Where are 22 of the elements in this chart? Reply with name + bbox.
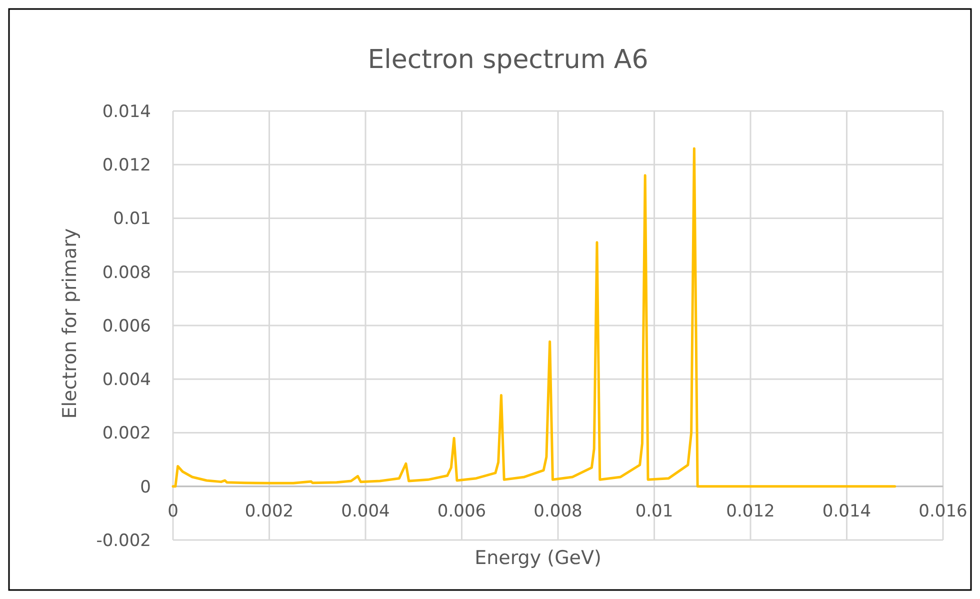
y-tick-label: 0.008 (102, 262, 151, 283)
x-tick-label: 0.014 (822, 501, 872, 522)
x-tick-label: 0.008 (534, 501, 582, 522)
y-tick-label: -0.002 (96, 530, 151, 551)
y-tick-label: 0.004 (102, 370, 151, 390)
y-axis-title: Electron for primary (59, 228, 81, 419)
chart-title: Electron spectrum A6 (368, 45, 648, 75)
x-tick-label: 0.006 (437, 501, 486, 522)
x-axis-title: Energy (GeV) (474, 547, 602, 569)
x-tick-label: 0.002 (244, 501, 294, 522)
y-tick-label: 0 (140, 477, 151, 498)
x-tick-label: 0.016 (918, 501, 968, 522)
x-tick-label: 0.004 (341, 501, 390, 522)
x-tick-label: 0.01 (635, 501, 674, 522)
y-tick-label: 0.012 (102, 156, 151, 176)
y-tick-label: 0.002 (102, 424, 151, 444)
y-tick-label: 0.01 (113, 209, 151, 230)
line-series (172, 147, 896, 488)
x-tick-label: 0 (168, 501, 178, 522)
y-tick-label: 0.006 (102, 316, 151, 336)
y-tick-label: 0.014 (102, 102, 151, 122)
x-tick-label: 0.012 (726, 501, 775, 522)
